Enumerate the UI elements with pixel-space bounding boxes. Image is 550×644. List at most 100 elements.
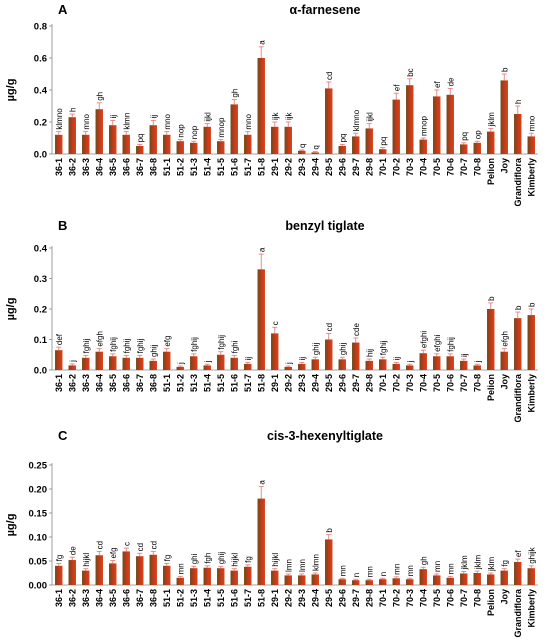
significance-letter: mno: [163, 113, 172, 129]
bar: [68, 117, 76, 154]
x-tick-label: 29-5: [324, 374, 334, 392]
x-tick-label: Joy: [499, 374, 509, 390]
y-tick-label: 0.00: [29, 581, 48, 592]
bar: [136, 556, 144, 585]
bar: [217, 354, 225, 370]
x-tick-label: 70-2: [391, 374, 401, 392]
bar: [406, 365, 414, 370]
significance-letter: efghi: [419, 331, 428, 349]
y-tick-label: 0.2: [34, 118, 47, 129]
x-tick-label: 70-6: [445, 158, 455, 176]
bar: [55, 565, 63, 585]
x-tick-label: 70-1: [378, 158, 388, 176]
significance-letter: mn: [406, 565, 415, 576]
bar: [230, 104, 238, 154]
significance-letter: mno: [527, 115, 536, 131]
significance-letter: lmn: [298, 559, 307, 572]
significance-letter: h: [68, 108, 77, 112]
bar: [446, 94, 454, 154]
bar: [365, 128, 373, 154]
bar: [514, 114, 522, 154]
bar: [365, 360, 373, 370]
significance-letter: ijkl: [203, 112, 212, 122]
bar: [230, 357, 238, 370]
x-tick-label: 29-1: [270, 158, 280, 176]
significance-letter: def: [55, 333, 64, 345]
significance-letter: efghi: [433, 334, 442, 352]
x-tick-label: 51-2: [175, 589, 185, 607]
x-tick-label: Joy: [499, 158, 509, 174]
bar: [392, 578, 400, 585]
significance-letter: j: [176, 362, 185, 365]
bar: [473, 573, 481, 585]
x-tick-label: 70-5: [432, 374, 442, 392]
significance-letter: ghij: [217, 552, 226, 565]
significance-letter: n: [379, 572, 388, 576]
significance-letter: mn: [446, 563, 455, 574]
panel-label: B: [58, 218, 67, 233]
bar: [217, 141, 225, 154]
significance-letter: cd: [95, 541, 104, 549]
x-tick-label: 51-5: [216, 589, 226, 607]
significance-letter: mnop: [217, 117, 226, 138]
bar: [419, 569, 427, 585]
bar: [244, 566, 252, 585]
x-tick-label: Kimberly: [526, 158, 536, 197]
significance-letter: j: [68, 360, 77, 363]
significance-letter: op: [473, 130, 482, 139]
significance-letter: ij: [392, 357, 401, 361]
bar: [203, 365, 211, 370]
significance-letter: fg: [244, 556, 253, 563]
significance-letter: c: [122, 542, 131, 546]
x-tick-label: 36-7: [135, 374, 145, 392]
bar: [379, 359, 387, 370]
bar: [473, 142, 481, 154]
significance-letter: mn: [365, 566, 374, 577]
significance-letter: lmn: [284, 559, 293, 572]
x-tick-label: 51-4: [202, 589, 212, 607]
x-tick-label: 51-4: [202, 158, 212, 176]
significance-letter: fg: [55, 555, 64, 562]
significance-letter: q: [298, 144, 307, 148]
significance-letter: fghij: [122, 338, 131, 353]
bar: [203, 567, 211, 585]
y-axis-label: µg/g: [5, 298, 17, 321]
x-tick-label: 51-7: [243, 589, 253, 607]
x-tick-label: Kimberly: [526, 374, 536, 413]
chart-title: α-farnesene: [290, 3, 361, 17]
x-tick-label: 51-4: [202, 374, 212, 392]
x-tick-label: 29-7: [351, 374, 361, 392]
bar: [527, 315, 535, 370]
bar: [190, 568, 198, 585]
significance-letter: mn: [433, 561, 442, 572]
x-tick-label: 51-2: [175, 158, 185, 176]
bar: [284, 575, 292, 585]
bar: [217, 568, 225, 585]
x-tick-label: 29-5: [324, 158, 334, 176]
x-tick-label: 29-4: [310, 158, 320, 176]
x-tick-label: Joy: [499, 589, 509, 605]
x-tick-label: 29-6: [337, 589, 347, 607]
bar: [257, 269, 265, 370]
bar: [379, 579, 387, 585]
bar: [311, 574, 319, 585]
y-tick-label: 0.0: [34, 150, 47, 161]
bar: [190, 356, 198, 370]
x-tick-label: 36-6: [121, 374, 131, 392]
significance-letter: jklm: [473, 555, 482, 571]
significance-letter: nop: [176, 124, 185, 138]
x-tick-label: 36-1: [54, 589, 64, 607]
bar: [176, 366, 184, 370]
x-tick-label: 29-1: [270, 374, 280, 392]
bar: [68, 560, 76, 585]
x-tick-label: 36-5: [108, 589, 118, 607]
significance-letter: ef: [514, 550, 523, 557]
x-tick-label: 29-2: [283, 589, 293, 607]
bar: [338, 579, 346, 585]
bar: [325, 339, 333, 370]
significance-letter: pq: [136, 133, 145, 142]
x-tick-label: 51-3: [189, 374, 199, 392]
significance-letter: j: [203, 360, 212, 363]
x-tick-label: 29-3: [297, 374, 307, 392]
